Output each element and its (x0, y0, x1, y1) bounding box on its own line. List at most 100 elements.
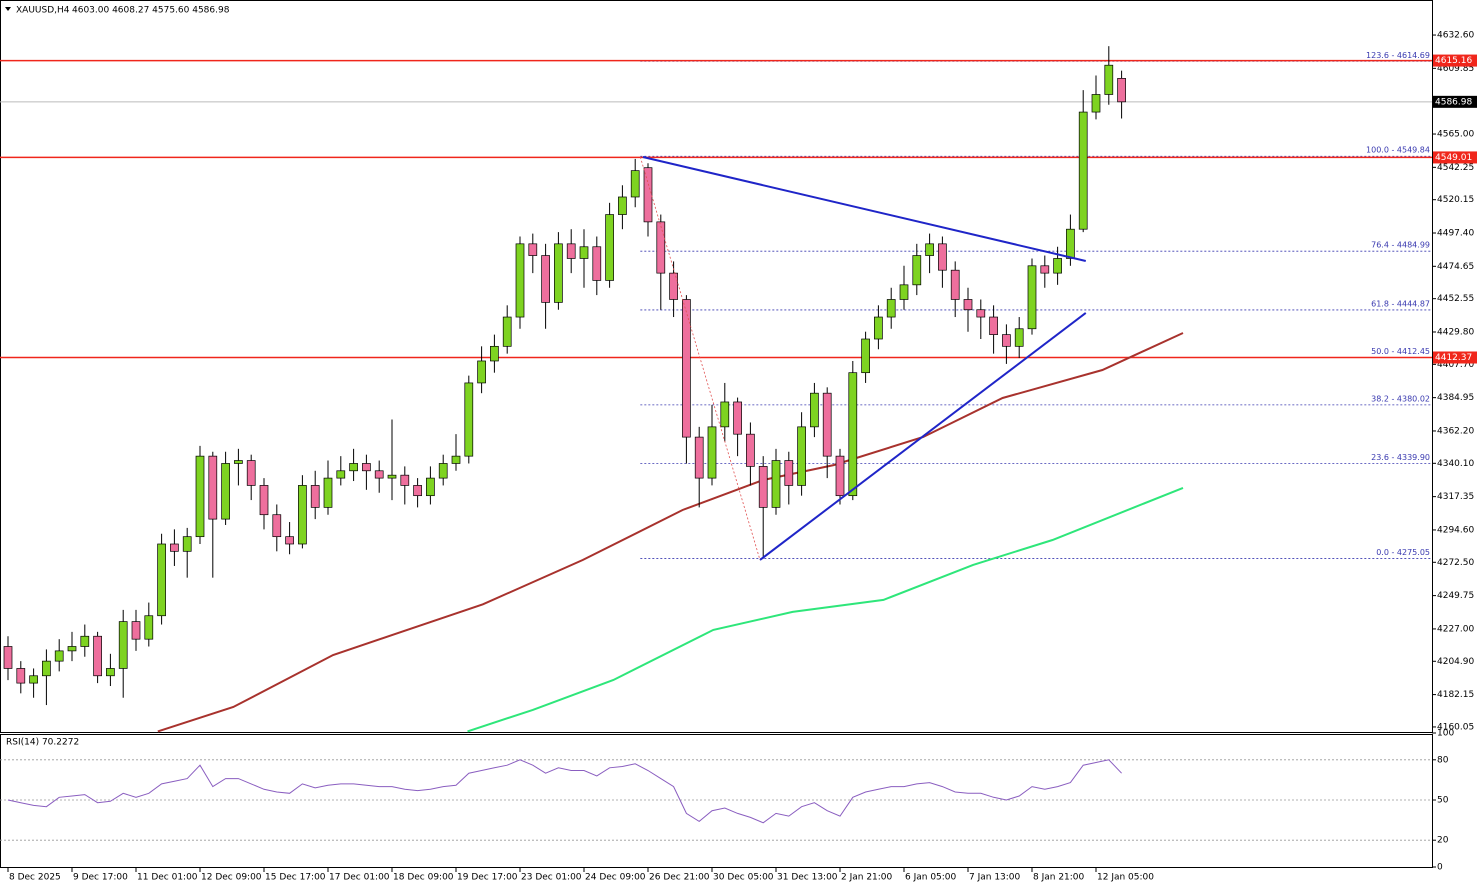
candle-body (1091, 94, 1101, 113)
trendline (759, 312, 1087, 561)
candle-body (579, 246, 589, 259)
price-tag (1433, 95, 1477, 108)
candle-body (131, 621, 141, 640)
candle-body (336, 470, 346, 479)
y-tick-label: 4384.95 (1437, 393, 1474, 403)
ohlc-readout: 4603.00 4608.27 4575.60 4586.98 (72, 6, 230, 16)
candle-body (438, 463, 448, 479)
candle-body (182, 536, 192, 552)
candle-body (1040, 265, 1050, 274)
candle-body (323, 477, 333, 508)
candle-body (566, 243, 576, 259)
y-tick-label: 4160.05 (1437, 722, 1474, 732)
y-tick-label: 4452.55 (1437, 294, 1474, 304)
y-tick-label: 4474.65 (1437, 262, 1474, 272)
x-tick-label: 15 Dec 17:00 (265, 873, 326, 883)
x-tick-label: 31 Dec 13:00 (777, 873, 838, 883)
x-tick-label: 18 Dec 09:00 (393, 873, 454, 883)
candle-body (861, 338, 870, 374)
candle-body (310, 485, 320, 508)
candle-body (1002, 334, 1011, 347)
symbol-title: XAUUSD,H4 (16, 6, 70, 16)
candle-body (810, 392, 819, 428)
candle-body (899, 284, 909, 300)
candle-body (170, 543, 179, 552)
candle-body (426, 477, 435, 497)
candle-body (195, 455, 205, 538)
candle-body (3, 646, 13, 669)
candle-body (1066, 228, 1075, 259)
level-tag (1433, 54, 1477, 67)
candle-body (42, 660, 51, 677)
y-tick-label: 4182.15 (1437, 690, 1474, 700)
y-tick-label: 4227.00 (1437, 624, 1474, 634)
main-panel (0, 0, 1433, 733)
candle-body (106, 668, 115, 677)
candle-body (592, 246, 602, 281)
candle-body (1027, 265, 1037, 330)
candle-body (259, 485, 269, 516)
level-tag-label: 4549.01 (1435, 153, 1472, 163)
candle-body (784, 460, 794, 486)
candle-body (451, 455, 461, 464)
level-tag-label: 4615.16 (1435, 56, 1472, 66)
x-tick-label: 12 Jan 05:00 (1097, 873, 1154, 883)
candle-body (989, 316, 998, 335)
candle-body (707, 426, 717, 479)
candle-body (886, 299, 896, 318)
rsi-tick-label: 0 (1437, 863, 1443, 873)
fib-label: 23.6 - 4339.90 (1371, 453, 1430, 462)
x-tick-label: 17 Dec 01:00 (329, 873, 390, 883)
candle-body (16, 668, 26, 684)
candle-body (221, 463, 230, 520)
candle-body (208, 455, 218, 520)
candle-body (912, 255, 922, 286)
candle-body (822, 392, 832, 457)
candle-body (874, 316, 883, 340)
candle-body (733, 401, 742, 435)
fib-label: 38.2 - 4380.02 (1371, 394, 1430, 403)
fib-label: 100.0 - 4549.84 (1366, 146, 1430, 155)
candle-body (349, 463, 358, 472)
candle-body (387, 474, 397, 479)
rsi-title: RSI(14) 70.2272 (6, 738, 79, 748)
y-tick-label: 4204.90 (1437, 657, 1474, 667)
level-tag (1433, 351, 1477, 364)
y-tick-label: 4294.60 (1437, 525, 1474, 535)
menu-arrow[interactable] (5, 7, 11, 11)
candle-body (464, 382, 474, 457)
rsi-line (7, 759, 1122, 824)
y-tick-label: 4317.35 (1437, 492, 1474, 502)
candle-body (477, 360, 486, 384)
x-tick-label: 12 Dec 09:00 (201, 873, 262, 883)
candle-body (67, 646, 77, 652)
candle-body (515, 243, 525, 318)
y-tick-label: 4497.40 (1437, 229, 1474, 239)
candle-body (976, 309, 986, 318)
candle-body (605, 214, 614, 281)
fib-label: 61.8 - 4444.87 (1371, 299, 1430, 308)
candle-body (963, 299, 973, 311)
candle-body (528, 243, 538, 256)
candle-body (630, 170, 640, 198)
x-tick-label: 7 Jan 13:00 (969, 873, 1021, 883)
candle-body (246, 460, 256, 486)
candle-body (618, 196, 627, 215)
price-tag-label: 4586.98 (1435, 97, 1472, 107)
candle-body (54, 650, 64, 662)
trendline (642, 156, 1086, 262)
candle-body (669, 272, 678, 300)
candle-body (144, 615, 154, 640)
candle-body (848, 372, 858, 497)
candle-body (643, 167, 653, 223)
moving-average (467, 486, 1184, 733)
candle-body (746, 433, 755, 467)
candle-body (554, 243, 563, 303)
fib-label: 76.4 - 4484.99 (1371, 241, 1430, 250)
rsi-tick-label: 20 (1437, 836, 1449, 846)
rsi-tick-label: 80 (1437, 755, 1449, 765)
x-tick-label: 24 Dec 09:00 (585, 873, 646, 883)
candle-body (234, 460, 243, 464)
fib-label: 123.6 - 4614.69 (1366, 51, 1430, 60)
fib-label: 0.0 - 4275.05 (1376, 548, 1430, 557)
